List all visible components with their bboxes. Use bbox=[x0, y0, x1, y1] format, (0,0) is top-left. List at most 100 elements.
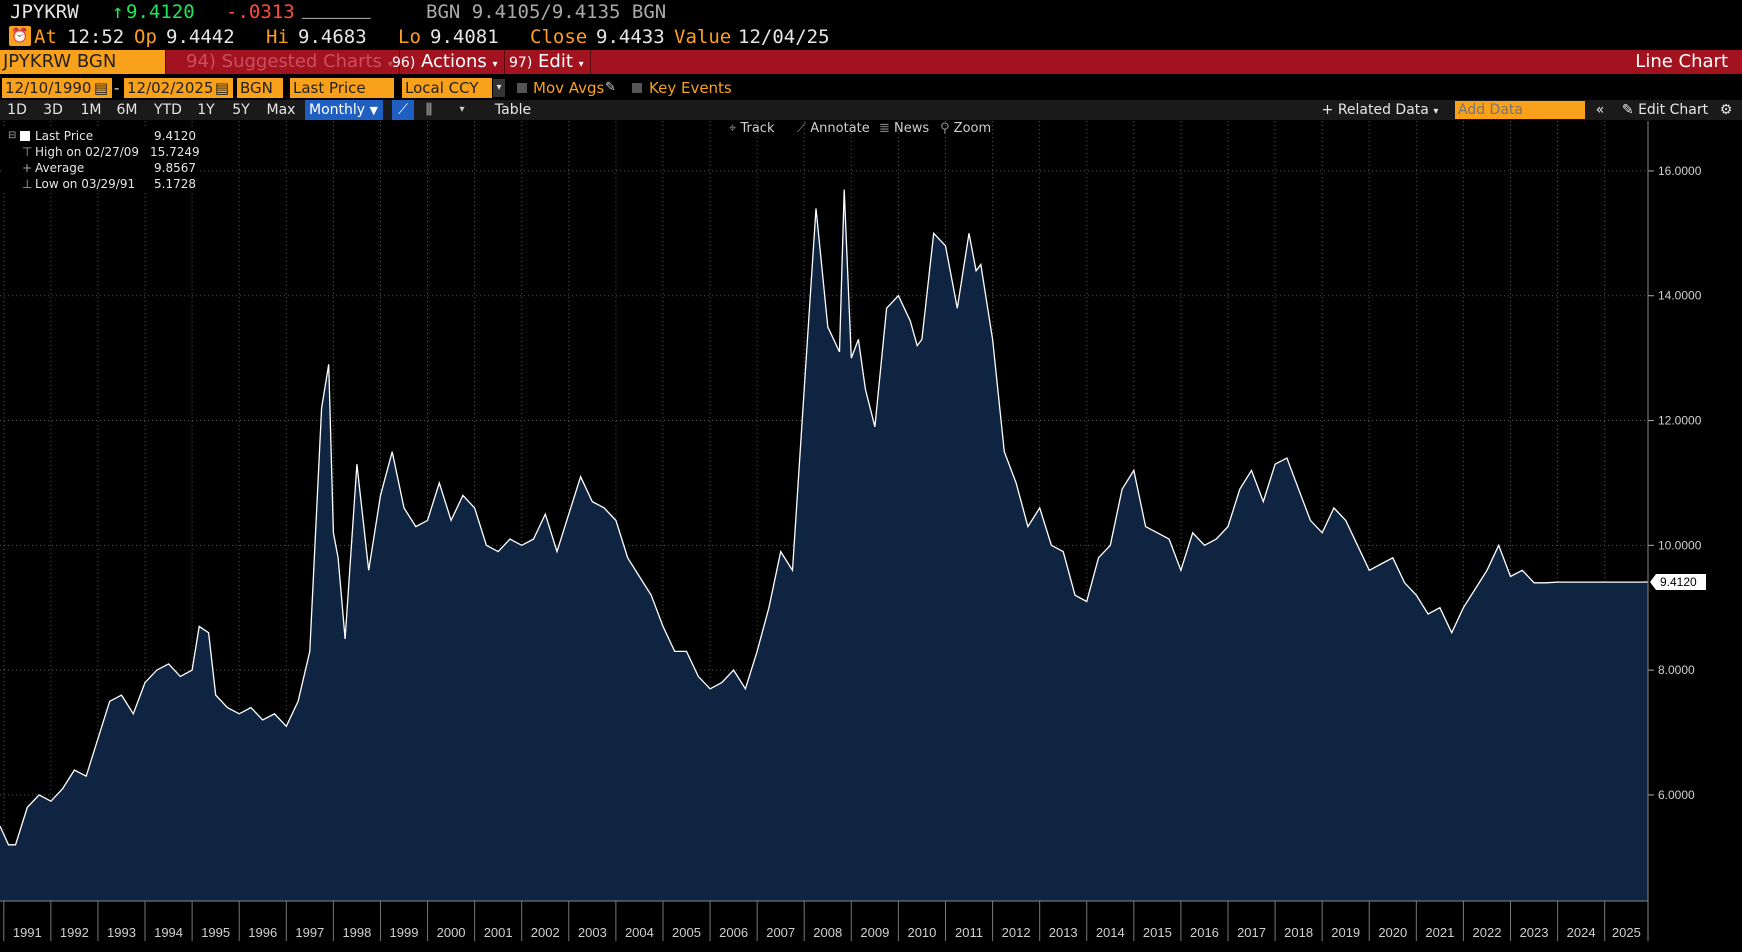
collapse-legend-icon[interactable]: ⊟ bbox=[8, 130, 17, 141]
value-label: Value bbox=[674, 26, 732, 48]
bar-chart-icon[interactable]: ⫼ bbox=[425, 102, 433, 118]
quote-header: JPYKRW ↑ 9.4120 -.0313 ______ BGN 9.4105… bbox=[0, 0, 1742, 25]
chevron-down-icon[interactable]: ▾ bbox=[459, 104, 465, 115]
actions-label: Actions bbox=[421, 51, 487, 72]
chevron-down-icon[interactable]: ▾ bbox=[493, 79, 505, 97]
chart-canvas[interactable]: 6.0000 8.0000 10.0000 12.0000 14.0000 16.0000… bbox=[0, 121, 1742, 948]
suggested-charts-button[interactable]: 94) Suggested Charts ▾ bbox=[180, 50, 400, 74]
x-tick-label: 2020 bbox=[1378, 925, 1407, 940]
actions-number: 96) bbox=[392, 55, 416, 71]
annotate-button[interactable]: ⟋ Annotate bbox=[797, 121, 870, 136]
edit-menu[interactable]: 97) Edit ▾ bbox=[503, 50, 591, 74]
x-tick-label: 1997 bbox=[295, 925, 324, 940]
close-value: 9.4433 bbox=[596, 26, 665, 48]
x-tick-label: 2021 bbox=[1425, 925, 1454, 940]
high-label: Hi bbox=[266, 26, 289, 48]
x-tick-label: 2000 bbox=[437, 925, 466, 940]
at-label: At bbox=[34, 26, 57, 48]
x-tick-label: 2001 bbox=[484, 925, 513, 940]
price-series-line bbox=[0, 189, 1649, 846]
average-marker-icon: + bbox=[22, 161, 33, 175]
high-marker-icon: ⊤ bbox=[22, 145, 33, 159]
period-1d-button[interactable]: 1D bbox=[7, 102, 27, 118]
x-tick-label: 1999 bbox=[390, 925, 419, 940]
period-max-button[interactable]: Max bbox=[266, 102, 296, 118]
period-1m-button[interactable]: 1M bbox=[80, 102, 102, 118]
last-price: 9.4120 bbox=[126, 1, 195, 23]
x-tick-label: 2009 bbox=[860, 925, 889, 940]
legend-average-value: 9.8567 bbox=[154, 161, 196, 175]
currency-selector[interactable]: Local CCY bbox=[402, 78, 492, 98]
calendar-icon[interactable]: ▤ bbox=[93, 79, 108, 97]
magnifier-icon: ⚲ bbox=[940, 121, 950, 136]
news-button[interactable]: ≣ News bbox=[879, 121, 929, 136]
period-6m-button[interactable]: 6M bbox=[116, 102, 138, 118]
x-tick-label: 1998 bbox=[342, 925, 371, 940]
plus-icon: + bbox=[1321, 102, 1334, 118]
date-range-dash: - bbox=[114, 79, 120, 97]
price-chart[interactable]: 6.0000 8.0000 10.0000 12.0000 14.0000 16.0000… bbox=[0, 121, 1742, 948]
start-date-field[interactable]: 12/10/1990 ▤ bbox=[2, 78, 112, 98]
edit-chart-button[interactable]: ✎ Edit Chart bbox=[1616, 100, 1714, 120]
x-tick-label: 2007 bbox=[766, 925, 795, 940]
period-bar: 1D 3D 1M 6M YTD 1Y 5Y Max Monthly ▼ ⟋ ⫼ … bbox=[0, 100, 1742, 120]
add-data-input[interactable] bbox=[1455, 101, 1585, 119]
chart-type-label[interactable]: Line Chart bbox=[1635, 51, 1728, 72]
related-data-button[interactable]: + Related Data ▾ bbox=[1318, 100, 1442, 120]
alert-bell-icon[interactable]: ⏰ bbox=[9, 26, 31, 46]
chart-parameters: 12/10/1990 ▤ - 12/02/2025 ▤ BGN Last Price… bbox=[0, 78, 1742, 98]
field-selector[interactable]: Last Price bbox=[290, 78, 394, 98]
legend-low-label: Low on 03/29/91 bbox=[35, 177, 136, 191]
pencil-icon[interactable]: ✎ bbox=[605, 80, 616, 95]
track-button[interactable]: ⌖ Track bbox=[729, 121, 775, 136]
gear-icon[interactable]: ⚙ bbox=[1719, 102, 1733, 118]
value-date: 12/04/25 bbox=[738, 26, 830, 48]
key-events-label: Key Events bbox=[649, 79, 732, 97]
period-1y-button[interactable]: 1Y bbox=[197, 102, 215, 118]
actions-menu[interactable]: 96) Actions ▾ bbox=[386, 50, 505, 74]
chart-legend: ⊟ Last Price 9.4120 ⊤ High on 02/27/09 1… bbox=[2, 129, 200, 193]
line-chart-icon[interactable]: ⟋ bbox=[392, 100, 414, 120]
x-tick-label: 2013 bbox=[1049, 925, 1078, 940]
source-field[interactable]: BGN bbox=[237, 78, 283, 98]
at-time: 12:52 bbox=[67, 26, 125, 48]
price-area-fill bbox=[0, 189, 1648, 902]
y-tick-label: 12.0000 bbox=[1658, 414, 1702, 428]
y-tick-label: 14.0000 bbox=[1658, 289, 1702, 303]
period-3d-button[interactable]: 3D bbox=[43, 102, 63, 118]
x-tick-label: 2002 bbox=[531, 925, 560, 940]
x-tick-label: 1991 bbox=[13, 925, 42, 940]
chevron-down-icon: ▾ bbox=[1433, 106, 1439, 117]
zoom-button[interactable]: ⚲ Zoom bbox=[940, 121, 991, 136]
edit-chart-label: Edit Chart bbox=[1638, 102, 1709, 118]
high-value: 9.4683 bbox=[298, 26, 367, 48]
zoom-label: Zoom bbox=[953, 121, 992, 136]
key-events-checkbox[interactable] bbox=[632, 83, 642, 93]
period-ytd-button[interactable]: YTD bbox=[154, 102, 182, 118]
collapse-icon[interactable]: « bbox=[1595, 102, 1605, 118]
annotate-label: Annotate bbox=[810, 121, 870, 136]
x-tick-label: 1995 bbox=[201, 925, 230, 940]
frequency-selector[interactable]: Monthly ▼ bbox=[305, 100, 383, 120]
legend-last-label: Last Price bbox=[35, 129, 94, 143]
chevron-down-icon: ▾ bbox=[387, 59, 393, 70]
x-tick-label: 2006 bbox=[719, 925, 748, 940]
edit-label: Edit bbox=[538, 51, 573, 72]
x-tick-label: 2011 bbox=[955, 925, 983, 940]
table-button[interactable]: Table bbox=[494, 102, 532, 118]
pencil-icon: ✎ bbox=[1621, 102, 1634, 118]
mov-avgs-checkbox[interactable] bbox=[517, 83, 527, 93]
security-field[interactable]: JPYKRW BGN Curncy bbox=[0, 50, 166, 96]
end-date-field[interactable]: 12/02/2025 ▤ bbox=[124, 78, 233, 98]
last-price-swatch bbox=[20, 131, 30, 141]
calendar-icon[interactable]: ▤ bbox=[214, 79, 229, 97]
period-5y-button[interactable]: 5Y bbox=[232, 102, 250, 118]
x-tick-label: 1994 bbox=[154, 925, 183, 940]
x-tick-label: 2024 bbox=[1567, 925, 1596, 940]
x-tick-label: 1996 bbox=[248, 925, 277, 940]
blank-field: ______ bbox=[302, 0, 371, 19]
x-tick-label: 2010 bbox=[907, 925, 936, 940]
x-tick-label: 2008 bbox=[813, 925, 842, 940]
related-data-label: Related Data bbox=[1337, 102, 1429, 118]
frequency-label: Monthly bbox=[309, 102, 366, 118]
